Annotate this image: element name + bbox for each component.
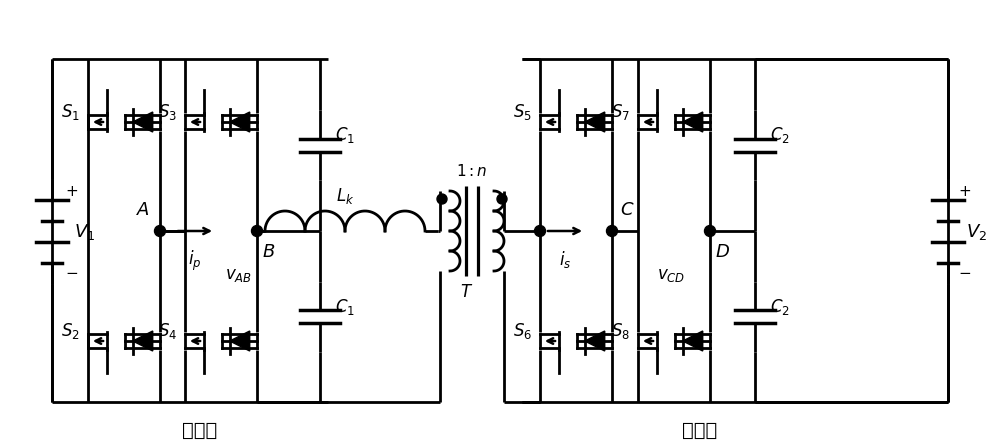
Text: $S_6$: $S_6$ [513,321,532,341]
Text: $S_3$: $S_3$ [158,102,177,122]
Text: 一次侧: 一次侧 [182,421,218,440]
Polygon shape [230,331,250,351]
Polygon shape [683,331,703,351]
Text: $D$: $D$ [715,243,730,261]
Text: $C$: $C$ [620,201,635,219]
Text: $+$: $+$ [65,183,78,198]
Text: $T$: $T$ [460,283,474,301]
Text: $S_5$: $S_5$ [513,102,532,122]
Circle shape [252,226,262,237]
Circle shape [606,226,618,237]
Text: $C_2$: $C_2$ [770,125,790,145]
Text: $S_7$: $S_7$ [611,102,630,122]
Text: $B$: $B$ [262,243,275,261]
Circle shape [704,226,716,237]
Polygon shape [133,331,153,351]
Polygon shape [683,112,703,132]
Text: $v_{CD}$: $v_{CD}$ [657,266,685,284]
Text: 二次侧: 二次侧 [682,421,718,440]
Polygon shape [133,112,153,132]
Text: $C_1$: $C_1$ [335,297,355,317]
Circle shape [154,226,166,237]
Text: $V_2$: $V_2$ [966,222,987,242]
Text: $-$: $-$ [65,265,78,280]
Circle shape [534,226,546,237]
Text: $-$: $-$ [958,265,971,280]
Text: $C_2$: $C_2$ [770,297,790,317]
Polygon shape [585,331,605,351]
Circle shape [437,194,447,204]
Text: $+$: $+$ [958,183,971,198]
Text: $A$: $A$ [136,201,150,219]
Polygon shape [230,112,250,132]
Text: $v_{AB}$: $v_{AB}$ [225,266,252,284]
Polygon shape [585,112,605,132]
Circle shape [497,194,507,204]
Text: $i_p$: $i_p$ [188,249,202,273]
Text: $S_8$: $S_8$ [611,321,630,341]
Text: $i_s$: $i_s$ [559,249,571,270]
Text: $1:n$: $1:n$ [456,163,488,179]
Text: $L_k$: $L_k$ [336,186,354,206]
Text: $C_1$: $C_1$ [335,125,355,145]
Text: $S_1$: $S_1$ [61,102,80,122]
Text: $S_2$: $S_2$ [61,321,80,341]
Text: $S_4$: $S_4$ [158,321,177,341]
Text: $V_1$: $V_1$ [74,222,95,242]
